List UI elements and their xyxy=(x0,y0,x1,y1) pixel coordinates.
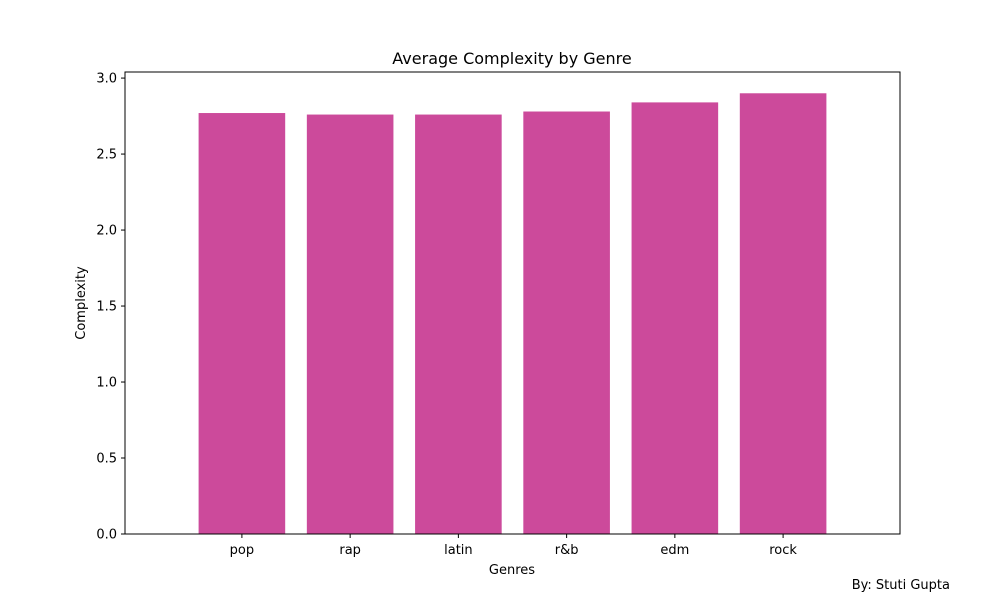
y-tick-label: 1.0 xyxy=(96,376,117,391)
y-tick-label: 0.5 xyxy=(96,452,117,467)
bar-latin xyxy=(415,114,502,534)
x-axis-label: Genres xyxy=(489,563,535,578)
y-axis: 0.0 0.5 1.0 1.5 2.0 2.5 3.0 xyxy=(96,72,125,543)
x-tick-label: pop xyxy=(230,543,254,558)
x-tick-label: edm xyxy=(660,543,689,558)
bars-group xyxy=(198,93,827,535)
bar-pop xyxy=(198,113,286,534)
bar-rb xyxy=(523,111,610,535)
x-tick-label: rap xyxy=(339,543,361,558)
y-axis-label: Complexity xyxy=(74,266,89,340)
y-tick-label: 0.0 xyxy=(96,528,117,543)
bar-edm xyxy=(631,102,719,534)
bar-rap xyxy=(306,114,394,534)
y-tick-label: 2.0 xyxy=(96,224,117,239)
x-tick-label: rock xyxy=(769,543,797,558)
x-axis: pop rap latin r&b edm rock xyxy=(230,534,797,558)
y-tick-label: 2.5 xyxy=(96,148,117,163)
author-credit: By: Stuti Gupta xyxy=(851,578,950,593)
chart-title: Average Complexity by Genre xyxy=(392,49,631,68)
y-tick-label: 1.5 xyxy=(96,300,117,315)
x-tick-label: r&b xyxy=(555,543,579,558)
y-tick-label: 3.0 xyxy=(96,72,117,87)
plot-frame xyxy=(124,71,901,535)
bar-rock xyxy=(739,93,827,535)
x-tick-label: latin xyxy=(444,543,473,558)
